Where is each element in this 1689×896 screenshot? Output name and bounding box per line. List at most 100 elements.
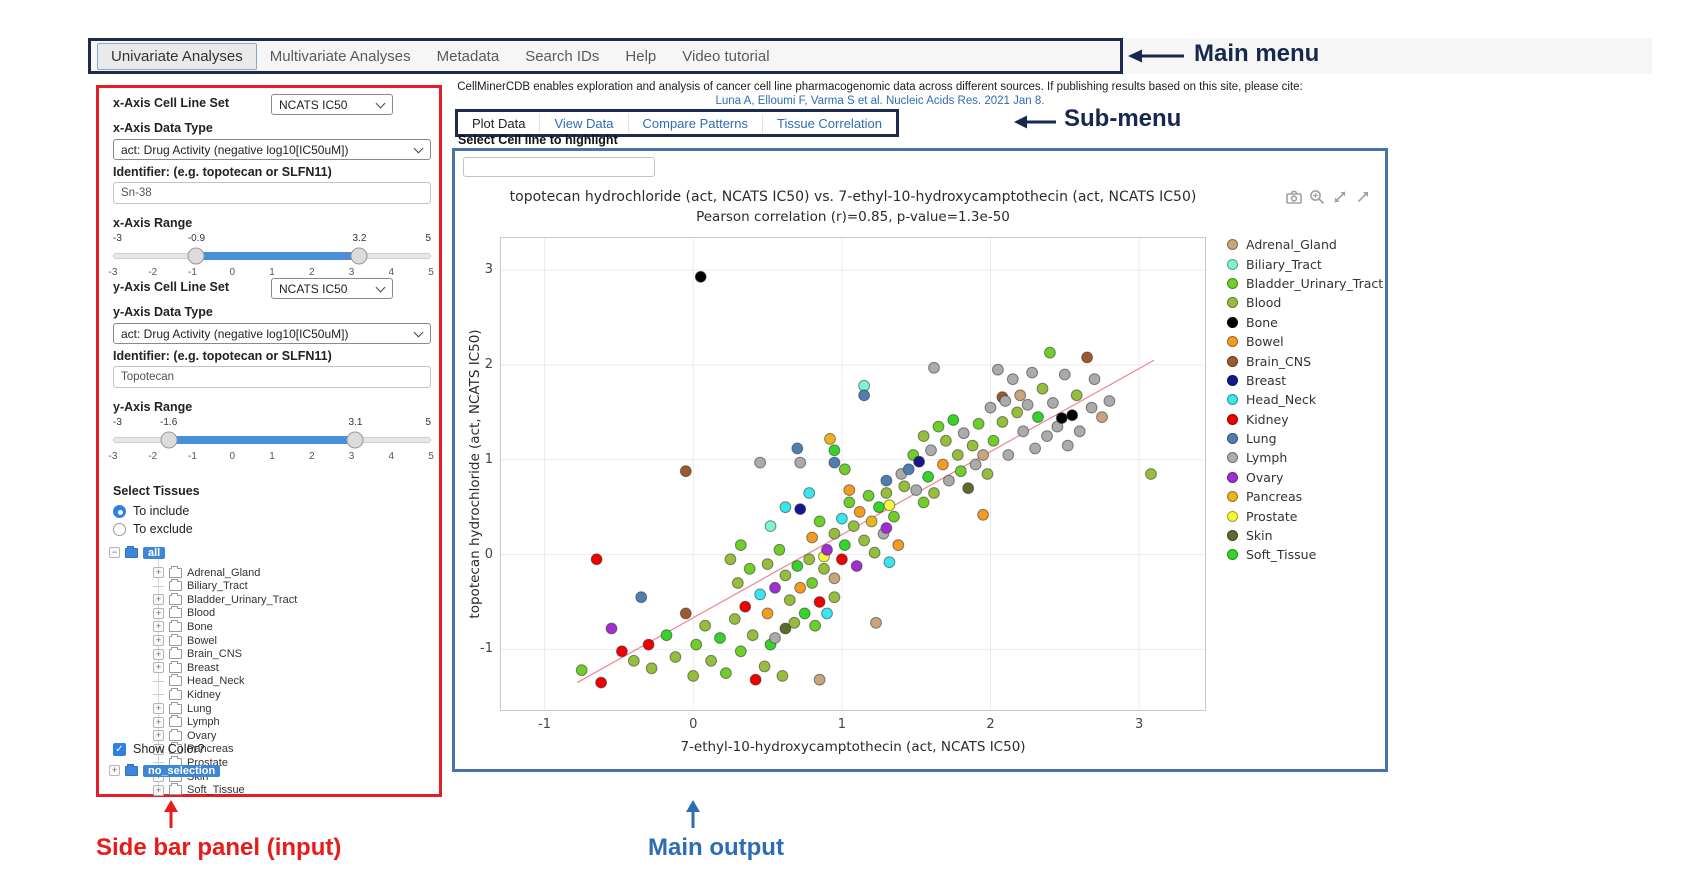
scatter-point-kidney[interactable] <box>749 673 762 686</box>
expand-arrows-icon[interactable] <box>1332 189 1348 205</box>
scatter-point-blood[interactable] <box>724 553 737 566</box>
scatter-point-lung[interactable] <box>791 442 804 455</box>
expand-icon[interactable]: + <box>153 730 164 742</box>
tab-view-data[interactable]: View Data <box>540 113 629 133</box>
y-slider-handle-from[interactable] <box>160 431 178 449</box>
scatter-point-lymph[interactable] <box>1017 425 1030 438</box>
scatter-point-kidney[interactable] <box>616 645 628 658</box>
scatter-point-lymph[interactable] <box>754 456 767 469</box>
scatter-point-blood[interactable] <box>746 629 759 642</box>
scatter-point-lung[interactable] <box>880 474 893 487</box>
scatter-point-lung[interactable] <box>828 456 841 469</box>
scatter-point-lymph[interactable] <box>928 361 940 374</box>
legend-item-breast[interactable]: Breast <box>1227 371 1383 390</box>
menu-item-video-tutorial[interactable]: Video tutorial <box>682 47 770 65</box>
tab-compare-patterns[interactable]: Compare Patterns <box>629 113 763 133</box>
scatter-point-adrenal-gland[interactable] <box>977 449 990 461</box>
scatter-point-bowel[interactable] <box>937 458 949 471</box>
tree-item-head-neck[interactable]: Head_Neck <box>153 674 244 688</box>
legend-item-blood[interactable]: Blood <box>1227 293 1383 312</box>
scatter-point-lymph[interactable] <box>984 401 997 414</box>
menu-item-metadata[interactable]: Metadata <box>436 47 500 65</box>
scatter-point-bowel[interactable] <box>892 539 905 552</box>
scatter-point-blood[interactable] <box>828 527 841 540</box>
scatter-point-blood[interactable] <box>966 439 979 452</box>
scatter-point-prostate[interactable] <box>883 499 896 512</box>
scatter-point-bladder-urinary-tract[interactable] <box>734 539 747 552</box>
scatter-point-bladder-urinary-tract[interactable] <box>843 496 856 509</box>
tree-item-biliary-tract[interactable]: Biliary_Tract <box>153 579 248 593</box>
scatter-plot[interactable] <box>500 237 1206 711</box>
expand-icon[interactable]: + <box>153 621 164 633</box>
scatter-point-blood[interactable] <box>917 430 930 443</box>
legend-item-lung[interactable]: Lung <box>1227 429 1383 448</box>
scatter-point-lung[interactable] <box>902 463 915 476</box>
scatter-point-head-neck[interactable] <box>836 512 848 525</box>
y-data-type-select[interactable]: act: Drug Activity (negative log10[IC50u… <box>113 323 431 344</box>
legend-item-soft-tissue[interactable]: Soft_Tissue <box>1227 545 1383 564</box>
scatter-point-blood[interactable] <box>818 562 830 575</box>
legend-item-prostate[interactable]: Prostate <box>1227 506 1383 525</box>
tab-tissue-correlation[interactable]: Tissue Correlation <box>777 115 883 131</box>
tree-item-pancreas[interactable]: + Pancreas <box>153 742 233 756</box>
x-data-type-select[interactable]: act: Drug Activity (negative log10[IC50u… <box>113 139 431 160</box>
scatter-point-blood[interactable] <box>803 553 816 566</box>
scatter-point-bladder-urinary-tract[interactable] <box>690 638 703 651</box>
scatter-point-brain-cns[interactable] <box>1081 351 1093 364</box>
scatter-point-kidney[interactable] <box>739 600 752 613</box>
scatter-point-blood[interactable] <box>699 619 712 632</box>
menu-item-search-ids[interactable]: Search IDs <box>525 47 600 65</box>
scatter-point-blood[interactable] <box>898 480 911 493</box>
scatter-point-bone[interactable] <box>1055 412 1068 425</box>
scatter-point-blood[interactable] <box>1011 406 1024 419</box>
scatter-point-blood[interactable] <box>783 594 796 607</box>
scatter-point-blood[interactable] <box>996 416 1009 428</box>
scatter-point-head-neck[interactable] <box>803 487 816 499</box>
scatter-point-soft-tissue[interactable] <box>791 560 804 572</box>
scatter-point-skin[interactable] <box>962 482 975 495</box>
scatter-point-soft-tissue[interactable] <box>798 607 811 620</box>
scatter-point-blood[interactable] <box>731 577 744 589</box>
scatter-point-adrenal-gland[interactable] <box>813 673 826 686</box>
scatter-point-blood[interactable] <box>880 487 893 499</box>
x-slider-handle-to[interactable] <box>350 247 368 265</box>
scatter-point-soft-tissue[interactable] <box>838 539 851 552</box>
scatter-point-bowel[interactable] <box>806 531 819 544</box>
tree-item-bone[interactable]: + Bone <box>153 619 213 633</box>
scatter-point-lymph[interactable] <box>910 484 923 497</box>
scatter-point-lymph[interactable] <box>999 395 1012 407</box>
scatter-point-lymph[interactable] <box>992 363 1004 376</box>
scatter-point-bladder-urinary-tract[interactable] <box>932 420 945 433</box>
scatter-plot-surface[interactable] <box>500 237 1206 711</box>
scatter-point-skin[interactable] <box>779 622 792 635</box>
scatter-point-head-neck[interactable] <box>779 501 792 514</box>
tree-item-lung[interactable]: + Lung <box>153 701 211 715</box>
tree-item-kidney[interactable]: Kidney <box>153 687 221 701</box>
scatter-point-blood[interactable] <box>1036 382 1049 395</box>
scatter-point-lymph[interactable] <box>1061 439 1074 452</box>
scatter-point-blood[interactable] <box>779 569 792 582</box>
scatter-point-lymph[interactable] <box>1047 397 1059 409</box>
scatter-point-lung[interactable] <box>858 389 871 402</box>
radio-to-exclude[interactable]: To exclude <box>113 522 193 536</box>
tree-item-ovary[interactable]: + Ovary <box>153 728 216 742</box>
legend-item-bladder-urinary-tract[interactable]: Bladder_Urinary_Tract <box>1227 274 1383 293</box>
scatter-point-lung[interactable] <box>635 591 648 604</box>
scatter-point-soft-tissue[interactable] <box>714 632 726 644</box>
scatter-point-blood[interactable] <box>858 534 871 547</box>
arrow-up-right-icon[interactable] <box>1355 189 1371 205</box>
scatter-point-soft-tissue[interactable] <box>922 470 935 483</box>
x-cell-line-set-select[interactable]: NCATS IC50 <box>271 94 393 115</box>
scatter-point-bladder-urinary-tract[interactable] <box>888 510 900 523</box>
scatter-point-ovary[interactable] <box>605 622 618 635</box>
legend-item-brain-cns[interactable]: Brain_CNS <box>1227 351 1383 370</box>
legend-item-bowel[interactable]: Bowel <box>1227 332 1383 351</box>
scatter-point-bowel[interactable] <box>853 506 866 518</box>
scatter-point-kidney[interactable] <box>813 596 826 608</box>
scatter-point-blood[interactable] <box>687 670 700 682</box>
scatter-point-blood[interactable] <box>669 651 682 663</box>
zoom-in-icon[interactable] <box>1309 189 1325 205</box>
scatter-point-kidney[interactable] <box>642 638 655 651</box>
scatter-point-soft-tissue[interactable] <box>1032 411 1044 424</box>
scatter-point-lymph[interactable] <box>1103 395 1116 407</box>
